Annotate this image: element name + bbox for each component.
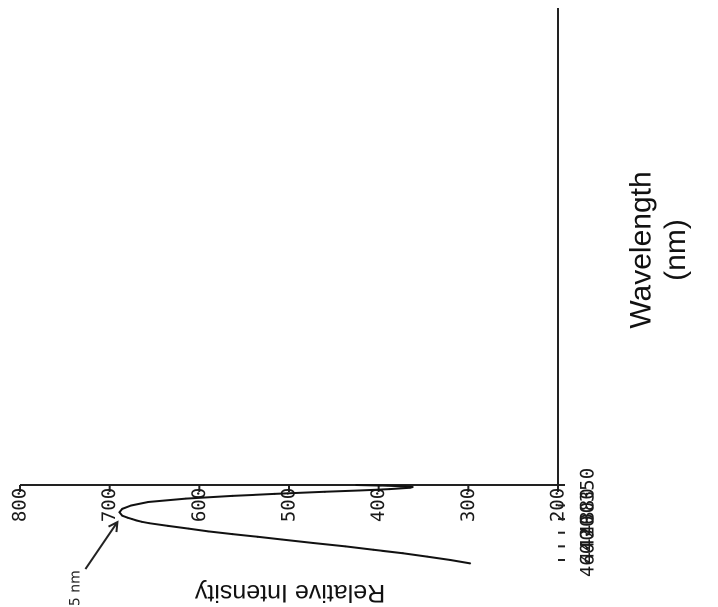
data-point <box>412 486 414 488</box>
data-point <box>130 504 132 506</box>
annotation-arrow <box>85 522 117 569</box>
data-point <box>312 542 314 544</box>
data-point <box>127 517 129 519</box>
y-axis-title: Relative Intensity <box>194 579 385 607</box>
data-point <box>402 552 404 554</box>
data-point <box>324 491 326 493</box>
data-point <box>232 495 234 497</box>
data-point <box>119 511 121 513</box>
data-point <box>188 528 190 530</box>
y-tick-label: 700 <box>98 488 120 522</box>
y-tick-label: 200 <box>547 488 569 522</box>
data-point <box>274 493 276 495</box>
data-point <box>148 522 150 524</box>
data-point <box>372 549 374 551</box>
y-tick-label: 800 <box>9 488 31 522</box>
data-point <box>131 518 133 520</box>
x-tick-label: 460 <box>577 543 599 577</box>
data-point <box>358 489 360 491</box>
data-point <box>121 515 123 517</box>
data-point <box>388 488 390 490</box>
y-ticks: 800700600500400300200 <box>9 485 569 522</box>
data-point <box>121 508 123 510</box>
data-point <box>355 484 357 486</box>
data-point <box>167 525 169 527</box>
data-point <box>449 559 451 561</box>
data-point <box>136 519 138 521</box>
y-tick-label: 600 <box>188 488 210 522</box>
data-point <box>387 485 389 487</box>
y-tick-label: 400 <box>367 488 389 522</box>
y-tick-label: 300 <box>457 488 479 522</box>
data-point <box>409 487 411 489</box>
data-point <box>185 498 187 500</box>
annotation-label: 405 nm <box>67 570 83 607</box>
data-point <box>426 556 428 558</box>
data-point <box>141 521 143 523</box>
data-point <box>469 562 471 564</box>
data-point <box>257 536 259 538</box>
x-axis-title: Wavelength(nm) <box>625 171 693 328</box>
data-point <box>281 539 283 541</box>
annotations: 405 nm <box>67 522 117 607</box>
data-point <box>344 545 346 547</box>
data-point <box>405 485 407 487</box>
data-point <box>147 501 149 503</box>
data-point <box>207 530 209 532</box>
data-point <box>232 533 234 535</box>
